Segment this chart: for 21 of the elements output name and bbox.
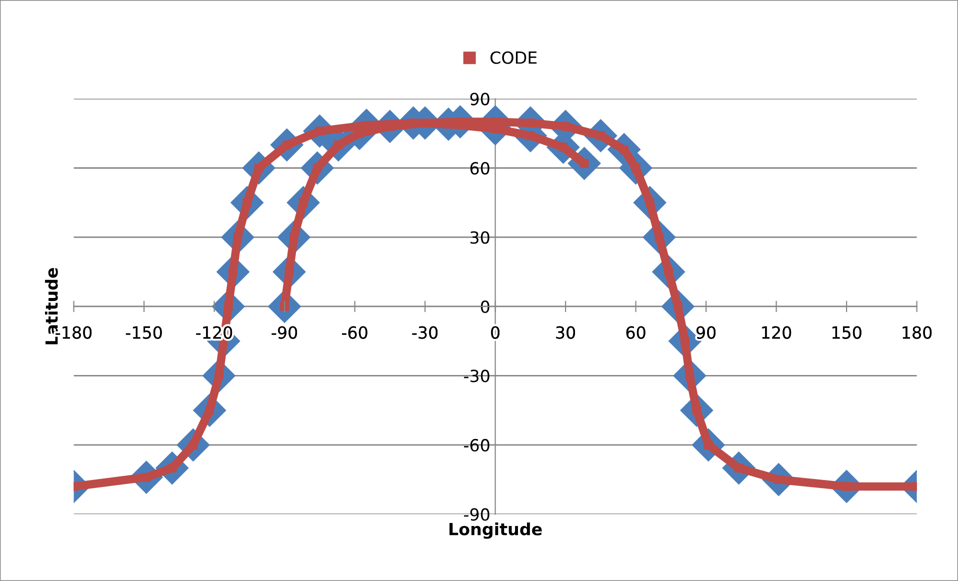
x-tick-label: 0 <box>491 326 500 339</box>
y-tick-label: -90 <box>464 508 490 521</box>
x-tick-label: 150 <box>832 326 862 339</box>
x-tick-label: 120 <box>762 326 792 339</box>
x-tick-label: -150 <box>126 326 162 339</box>
y-tick-label: -30 <box>464 370 490 382</box>
legend-label: CODE <box>490 51 537 64</box>
y-tick-label: 90 <box>470 92 490 106</box>
y-axis-title: Latitude <box>44 268 58 344</box>
x-tick-label: 180 <box>902 326 932 339</box>
y-tick-label: 60 <box>470 162 490 175</box>
x-tick-label: -90 <box>272 326 298 339</box>
y-tick-label: 30 <box>470 231 490 244</box>
x-tick-label: -30 <box>412 326 438 339</box>
x-tick-label: 90 <box>696 326 716 339</box>
x-tick-label: -180 <box>56 326 92 339</box>
x-axis-title: Longitude <box>449 522 542 539</box>
x-tick-label: 60 <box>626 326 646 339</box>
x-tick-label: -60 <box>342 326 368 339</box>
x-tick-label: 30 <box>556 326 576 339</box>
y-tick-label: -60 <box>464 438 490 452</box>
